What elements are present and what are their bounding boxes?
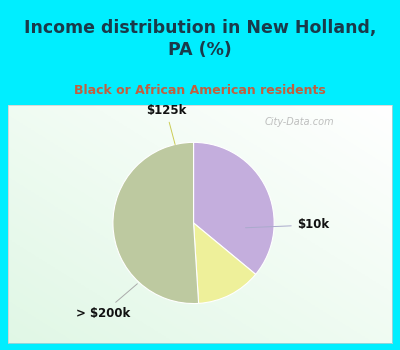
Wedge shape xyxy=(194,223,256,303)
Text: > $200k: > $200k xyxy=(76,284,137,320)
Wedge shape xyxy=(113,142,199,303)
Text: City-Data.com: City-Data.com xyxy=(264,117,334,127)
Wedge shape xyxy=(194,142,274,274)
Text: $10k: $10k xyxy=(246,218,329,231)
Text: $125k: $125k xyxy=(146,104,186,145)
Text: Income distribution in New Holland,
PA (%): Income distribution in New Holland, PA (… xyxy=(24,19,376,60)
Text: Black or African American residents: Black or African American residents xyxy=(74,84,326,97)
